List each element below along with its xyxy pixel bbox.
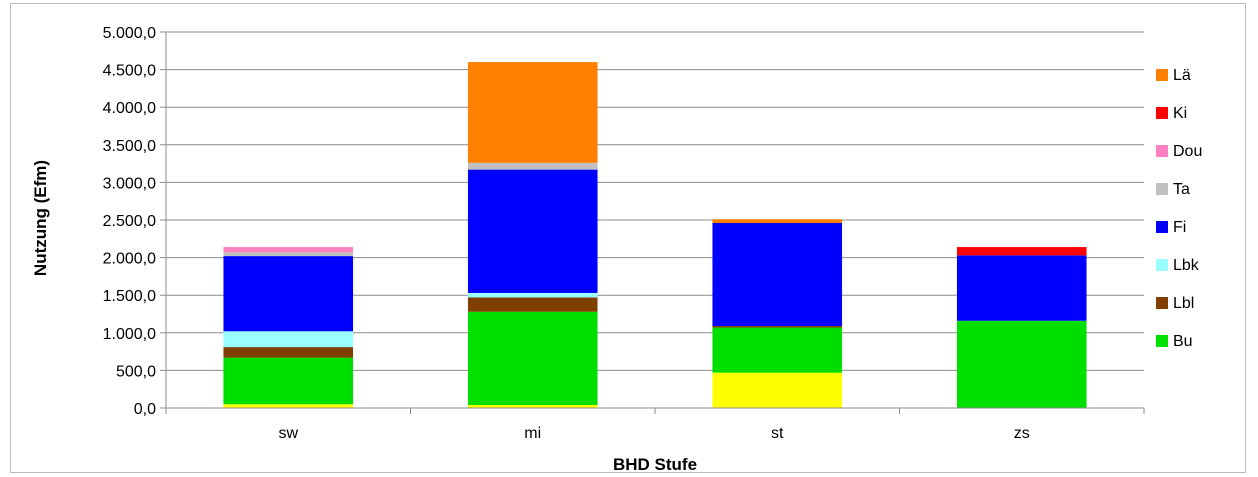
x-tick-label: st [771, 425, 784, 442]
x-tick-label: mi [524, 425, 541, 442]
y-tick-label: 5.000,0 [103, 25, 156, 42]
bars [223, 62, 1087, 408]
axes: 0,0 500,0 1.000,0 1.500,0 2.000,0 2.500,0 3.00… [103, 25, 1145, 442]
y-tick-label: 3.500,0 [103, 138, 156, 155]
legend-label: Lbk [1173, 257, 1200, 274]
bar-segment-Fi-zs [956, 255, 1087, 321]
legend: Lä Ki Dou Ta Fi Lbk Lbl Bu [1156, 67, 1202, 350]
legend-label: Dou [1173, 143, 1202, 160]
x-tick-label: sw [278, 425, 298, 442]
legend-swatch [1156, 259, 1168, 271]
legend-label: Lä [1173, 67, 1191, 84]
legend-label: Fi [1173, 219, 1186, 236]
legend-swatch [1156, 183, 1168, 195]
y-tick-label: 4.000,0 [103, 100, 156, 117]
chart-frame: 0,0 500,0 1.000,0 1.500,0 2.000,0 2.500,0 3.00… [10, 3, 1246, 474]
bar-segment-unlabeled-st [712, 372, 843, 408]
bar-segment-Bu-mi [467, 311, 598, 405]
bar-segment-Fi-sw [223, 256, 354, 332]
legend-swatch [1156, 221, 1168, 233]
y-tick-label: 1.500,0 [103, 288, 156, 305]
y-tick-label: 3.000,0 [103, 175, 156, 192]
legend-label: Ki [1173, 105, 1187, 122]
y-tick-label: 2.000,0 [103, 251, 156, 268]
y-tick-label: 1.000,0 [103, 326, 156, 343]
bar-segment-Lbk-mi [467, 292, 598, 298]
y-axis-title: Nutzung (Efm) [31, 160, 50, 276]
y-tick-label: 500,0 [116, 363, 156, 380]
bar-segment-Lbk-sw [223, 331, 354, 348]
legend-label: Lbl [1173, 295, 1194, 312]
bar-segment-Lbl-st [712, 326, 843, 328]
x-tick-label: zs [1014, 425, 1030, 442]
y-tick-label: 2.500,0 [103, 213, 156, 230]
legend-label: Ta [1173, 181, 1190, 198]
bar-segment-Ta-mi [467, 162, 598, 170]
legend-swatch [1156, 145, 1168, 157]
bar-segment-Lbl-mi [467, 297, 598, 312]
legend-swatch [1156, 297, 1168, 309]
bar-segment-Fi-mi [467, 169, 598, 293]
bar-segment-Lä-st [712, 219, 843, 224]
bar-segment-Dou-sw [223, 247, 354, 253]
legend-label: Bu [1173, 333, 1193, 350]
legend-swatch [1156, 69, 1168, 81]
bar-segment-Bu-sw [223, 357, 354, 405]
bar-segment-Bu-zs [956, 320, 1087, 408]
bar-segment-unlabeled-mi [467, 404, 598, 408]
bar-segment-Lä-mi [467, 62, 598, 163]
x-axis-title: BHD Stufe [613, 455, 697, 474]
bar-segment-Lbl-sw [223, 347, 354, 358]
stacked-bar-chart: 0,0 500,0 1.000,0 1.500,0 2.000,0 2.500,0 3.00… [31, 25, 1202, 474]
bar-segment-Fi-st [712, 223, 843, 327]
legend-swatch [1156, 335, 1168, 347]
y-tick-label: 4.500,0 [103, 63, 156, 80]
bar-segment-unlabeled-sw [223, 404, 354, 408]
bar-segment-Ki-zs [956, 247, 1087, 256]
y-tick-label: 0,0 [134, 401, 156, 418]
bar-segment-Bu-st [712, 327, 843, 373]
bar-segment-Ta-sw [223, 252, 354, 257]
legend-swatch [1156, 107, 1168, 119]
